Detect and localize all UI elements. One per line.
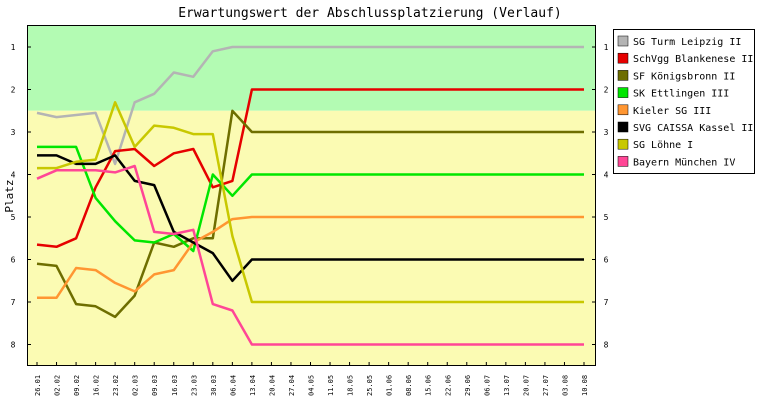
x-axis: 26.01 02.02 09.02 16.02 23.02 02.03 09.03 16.03… [34,362,589,396]
x-tick-label: 23.03 [190,375,198,396]
x-tick-label: 26.01 [34,375,42,396]
y-tick-label-right: 6 [604,256,609,265]
legend-entry: SF Königsbronn II [633,71,735,82]
x-tick-label: 15.06 [425,375,433,396]
series-line-6 [37,101,584,304]
y-axis-label: Platz [3,179,16,212]
plot-frame [27,25,596,366]
band-0 [27,25,596,111]
x-tick-label: 09.02 [73,375,81,396]
y-tick-label-left: 7 [11,298,16,307]
y-tick-label-right: 7 [604,298,609,307]
legend: SG Turm Leipzig II SchVgg Blankenese II SF… [613,29,755,174]
x-tick-label: 06.07 [483,375,491,396]
legend-swatch [617,121,629,133]
y-tick-label-right: 1 [604,43,609,52]
legend-swatch [617,156,629,167]
y-tick-label-left: 1 [11,43,16,52]
x-tick-label: 20.04 [268,375,276,396]
legend-swatch [617,138,629,150]
x-tick-label: 20.07 [522,375,530,396]
x-tick-label: 02.02 [54,375,62,396]
y-tick-label-right: 8 [604,341,609,350]
y-tick-label-right: 4 [604,171,609,180]
series-line-7 [36,164,584,346]
series-lines [36,45,584,346]
x-tick-label: 16.03 [171,375,179,396]
x-tick-label: 03.08 [561,375,569,396]
plot-background-bands [27,25,596,366]
y-tick-label-left: 8 [11,341,16,350]
band-1 [27,110,596,366]
y-tick-label-left: 2 [11,86,16,95]
legend-entry: SVG CAISSA Kassel II [633,123,753,134]
legend-swatch [617,70,629,81]
series-line-3 [37,145,584,253]
x-tick-label: 11.05 [327,375,335,396]
legend-entry: SG Löhne I [633,140,693,151]
series-line-1 [36,88,584,249]
x-tick-label: 08.06 [405,375,413,396]
y-tick-label-left: 4 [11,171,16,180]
x-tick-label: 01.06 [386,375,394,396]
legend-swatch [617,87,629,98]
x-tick-label: 29.06 [464,375,472,396]
y-tick-label-left: 3 [11,128,16,137]
x-tick-label: 13.07 [503,375,511,396]
y-tick-label-left: 5 [11,213,16,222]
legend-entry: SG Turm Leipzig II [633,37,741,48]
series-line-0 [36,45,584,166]
legend-entry: Kieler SG III [633,106,711,117]
x-tick-label: 27.07 [542,375,550,396]
x-tick-label: 13.04 [249,375,257,396]
x-tick-label: 30.03 [210,375,218,396]
x-tick-label: 16.02 [93,375,101,396]
y-tick-label-left: 6 [11,256,16,265]
y-tick-label-right: 3 [604,128,609,137]
x-tick-label: 18.05 [347,375,355,396]
series-line-5 [37,154,584,283]
x-tick-label: 10.08 [581,375,589,396]
series-line-4 [37,215,584,300]
y-tick-label-right: 5 [604,213,609,222]
x-tick-label: 04.05 [308,375,316,396]
legend-entry: SK Ettlingen III [633,89,729,100]
x-tick-label: 06.04 [229,375,237,396]
legend-entry: SchVgg Blankenese II [633,54,753,65]
legend-box [613,29,755,174]
x-tick-label: 25.05 [366,375,374,396]
x-tick-label: 02.03 [132,375,140,396]
series-line-2 [36,109,584,319]
x-tick-label: 09.03 [151,375,159,396]
legend-entry: Bayern München IV [633,157,735,168]
legend-swatch [617,104,629,116]
chart-title: Erwartungswert der Abschlussplatzierung … [178,6,562,21]
y-tick-label-right: 2 [604,86,609,95]
legend-swatch [617,52,629,64]
x-tick-label: 23.02 [112,375,120,396]
x-tick-label: 22.06 [444,375,452,396]
legend-swatch [617,35,629,47]
x-tick-label: 27.04 [288,375,296,396]
